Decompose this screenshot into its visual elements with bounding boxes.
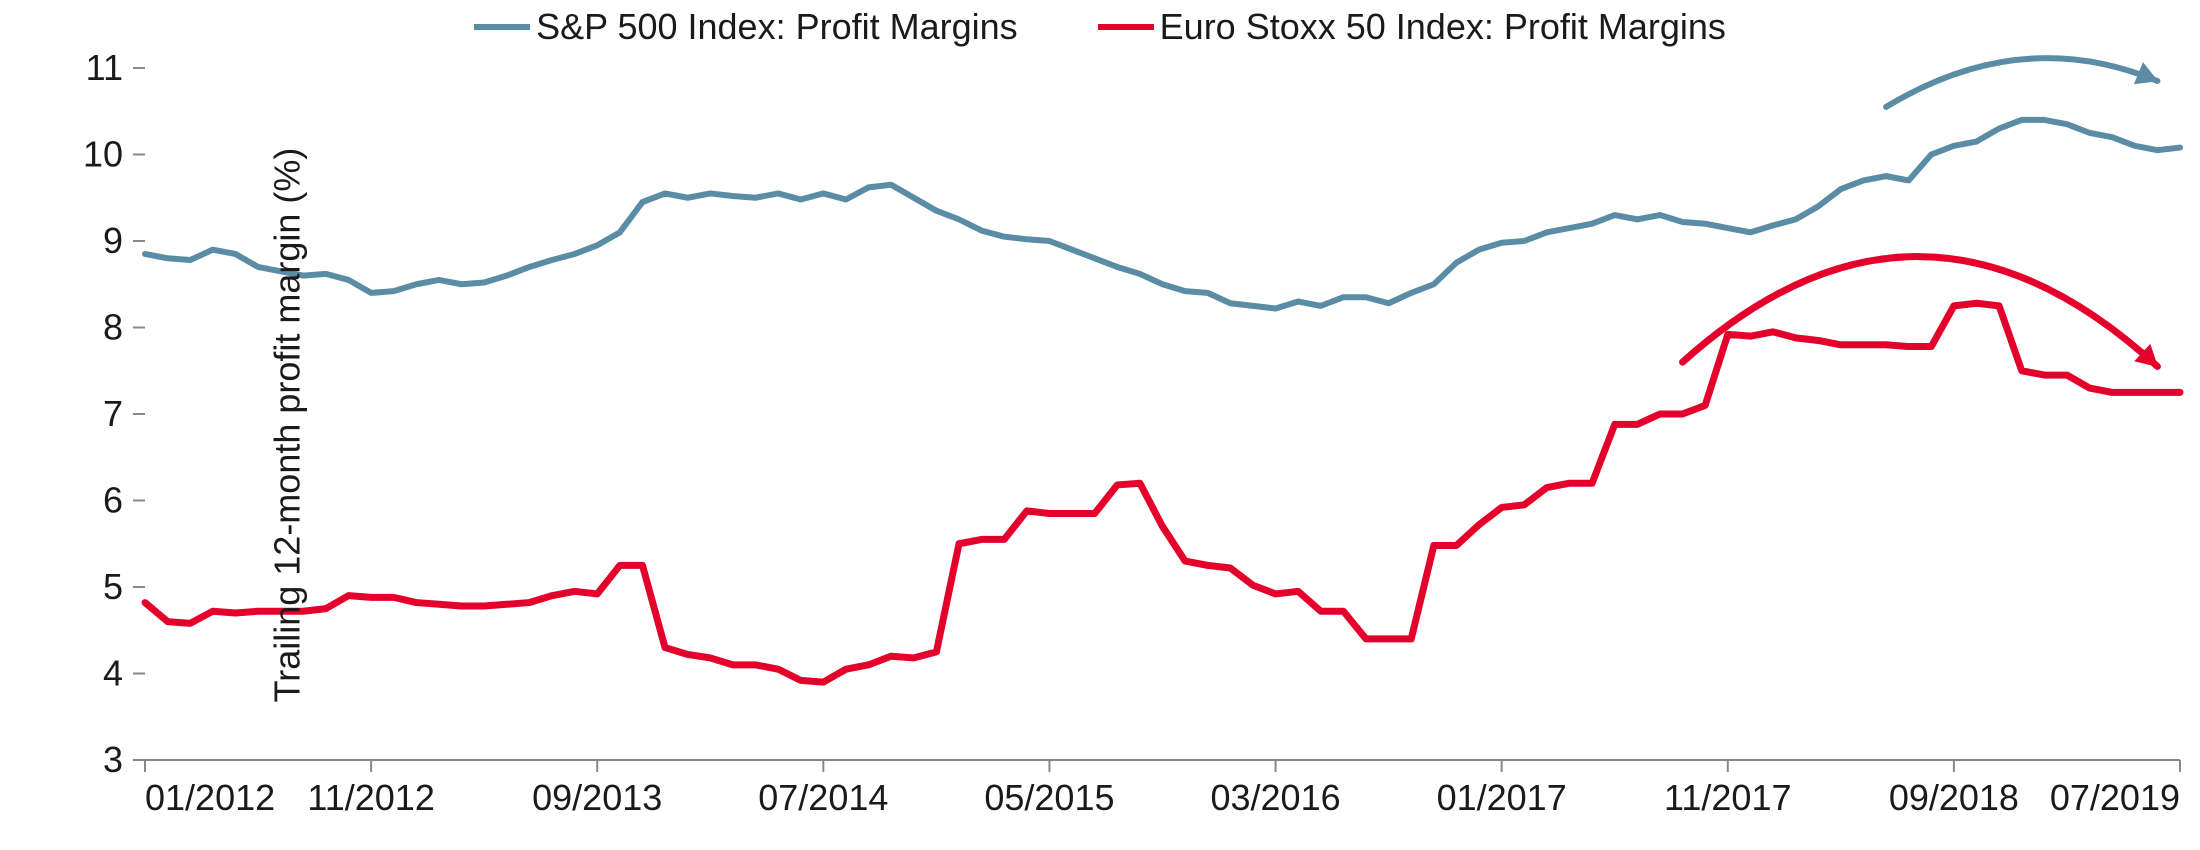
chart-legend: S&P 500 Index: Profit Margins Euro Stoxx…	[0, 6, 2200, 48]
svg-text:9: 9	[103, 220, 123, 261]
svg-text:7: 7	[103, 393, 123, 434]
svg-text:3: 3	[103, 739, 123, 780]
svg-text:05/2015: 05/2015	[984, 777, 1114, 818]
svg-text:09/2018: 09/2018	[1889, 777, 2019, 818]
svg-text:5: 5	[103, 566, 123, 607]
svg-text:11/2012: 11/2012	[307, 777, 434, 818]
y-axis-title: Trailing 12-month profit margin (%)	[266, 148, 308, 703]
legend-swatch-sp500	[474, 24, 530, 30]
svg-text:07/2019: 07/2019	[2050, 777, 2180, 818]
svg-text:01/2012: 01/2012	[145, 777, 275, 818]
legend-item-eurostoxx: Euro Stoxx 50 Index: Profit Margins	[1098, 6, 1726, 48]
svg-text:11/2017: 11/2017	[1664, 777, 1791, 818]
svg-text:07/2014: 07/2014	[758, 777, 888, 818]
svg-text:01/2017: 01/2017	[1437, 777, 1567, 818]
profit-margin-chart: Trailing 12-month profit margin (%) S&P …	[0, 0, 2200, 850]
svg-text:11: 11	[86, 47, 123, 88]
legend-item-sp500: S&P 500 Index: Profit Margins	[474, 6, 1018, 48]
legend-label-sp500: S&P 500 Index: Profit Margins	[536, 6, 1018, 48]
svg-text:09/2013: 09/2013	[532, 777, 662, 818]
svg-text:6: 6	[103, 480, 123, 521]
legend-label-eurostoxx: Euro Stoxx 50 Index: Profit Margins	[1160, 6, 1726, 48]
svg-text:4: 4	[103, 653, 123, 694]
svg-text:10: 10	[83, 134, 123, 175]
legend-swatch-eurostoxx	[1098, 24, 1154, 30]
chart-svg: 3 4 5 6 7 8 9 10 11 01/2012 11/2012 09/2013 07/2014 0…	[0, 0, 2200, 850]
svg-text:03/2016: 03/2016	[1210, 777, 1340, 818]
svg-text:8: 8	[103, 307, 123, 348]
